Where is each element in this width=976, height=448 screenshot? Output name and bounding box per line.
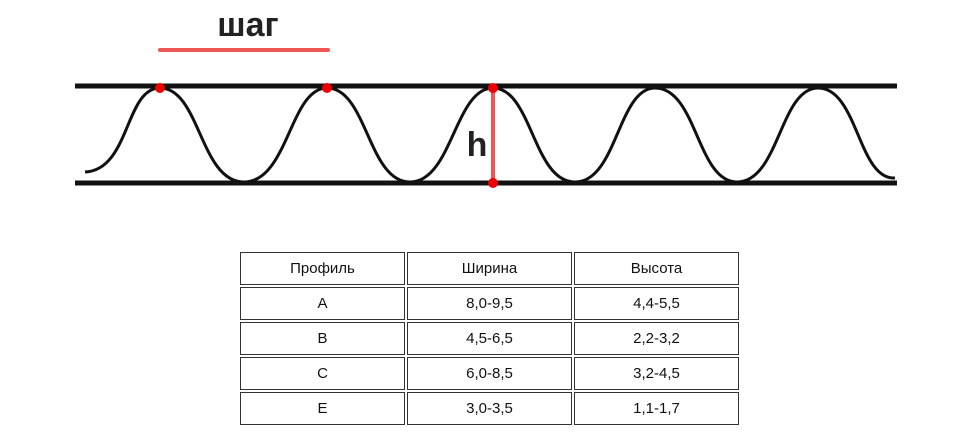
table-row: A 8,0-9,5 4,4-5,5: [240, 287, 739, 320]
table-cell: 8,0-9,5: [407, 287, 572, 320]
table-cell: 2,2-3,2: [574, 322, 739, 355]
table-cell: E: [240, 392, 405, 425]
header-row: Профиль Ширина Высота: [240, 252, 739, 285]
table-cell: A: [240, 287, 405, 320]
table-cell: 4,5-6,5: [407, 322, 572, 355]
table-cell: 4,4-5,5: [574, 287, 739, 320]
profile-table: Профиль Ширина Высота A 8,0-9,5 4,4-5,5 B 4,5-6…: [238, 250, 741, 427]
table-cell: B: [240, 322, 405, 355]
point: [488, 178, 498, 188]
table-cell: 6,0-8,5: [407, 357, 572, 390]
corrugation-diagram: шаг h: [75, 6, 897, 188]
table-cell: Ширина: [407, 252, 572, 285]
table-row: E 3,0-3,5 1,1-1,7: [240, 392, 739, 425]
flute-wave: [84, 86, 896, 184]
table-cell: C: [240, 357, 405, 390]
table-row: B 4,5-6,5 2,2-3,2: [240, 322, 739, 355]
table-cell: Высота: [574, 252, 739, 285]
table-cell: 3,2-4,5: [574, 357, 739, 390]
table-cell: 3,0-3,5: [407, 392, 572, 425]
point: [155, 83, 165, 93]
table-cell: 1,1-1,7: [574, 392, 739, 425]
table-body: Профиль Ширина Высота A 8,0-9,5 4,4-5,5 B 4,5-6…: [240, 252, 739, 425]
table-row: C 6,0-8,5 3,2-4,5: [240, 357, 739, 390]
point: [488, 83, 498, 93]
table-cell: Профиль: [240, 252, 405, 285]
height-label: h: [467, 126, 488, 164]
point: [322, 83, 332, 93]
step-label: шаг: [217, 6, 278, 44]
